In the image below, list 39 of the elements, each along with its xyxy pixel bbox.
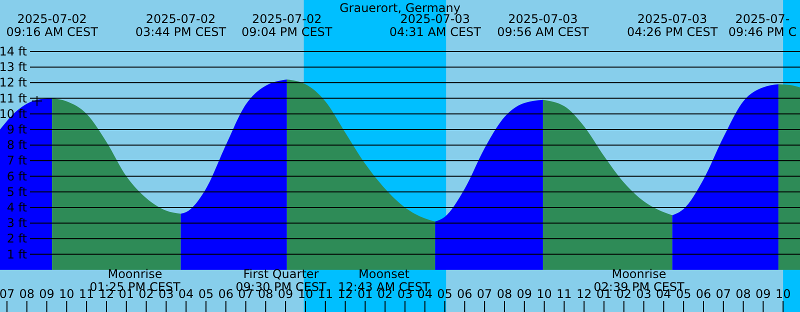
x-tick-label: 11 [556, 287, 572, 301]
x-tick-label: 05 [437, 287, 452, 301]
y-tick-label: 13 ft [0, 60, 28, 74]
y-tick-label: 10 ft [0, 106, 28, 121]
x-tick-label: 07 [476, 287, 492, 301]
x-tick-label: 08 [19, 287, 35, 301]
x-tick-label: 06 [218, 287, 234, 301]
x-tick-label: 10 [536, 287, 552, 301]
y-tick-label: 5 ft [6, 184, 28, 199]
x-tick-label: 05 [198, 287, 214, 301]
y-tick-label: 1 ft [6, 247, 28, 262]
y-tick-label: 2 ft [6, 232, 28, 246]
annotation: 2025-07-02 09:16 AM CEST [6, 12, 99, 39]
x-tick-label: 10 [775, 287, 791, 301]
y-tick-label: 14 ft [0, 44, 28, 58]
y-tick-label: 4 ft [6, 200, 28, 214]
y-tick-label: 3 ft [6, 216, 28, 230]
x-tick-label: 09 [756, 287, 771, 301]
y-tick-label: 11 ft [0, 91, 28, 106]
x-tick-label: 08 [496, 287, 512, 301]
y-tick-label: 9 ft [6, 122, 28, 136]
annotation: 2025-07-03 04:26 PM CEST [626, 12, 718, 39]
x-tick-label: 07 [0, 287, 15, 301]
x-tick-label: 08 [736, 287, 751, 301]
x-tick-label: 12 [576, 287, 592, 301]
x-tick-label: 06 [696, 287, 712, 301]
x-tick-label: 07 [716, 287, 732, 301]
y-tick-label: 8 ft [6, 138, 28, 152]
y-tick-label: 6 ft [6, 169, 28, 184]
chart-title: Grauerort, Germany [339, 1, 461, 15]
annotation: 2025-07-02 03:44 PM CEST [135, 12, 227, 39]
x-tick-label: 04 [178, 287, 194, 301]
x-tick-label: 09 [516, 287, 532, 301]
annotation: 2025-07-03 09:56 AM CEST [497, 12, 590, 39]
x-tick-label: 06 [457, 287, 472, 301]
y-tick-label: 7 ft [6, 154, 28, 168]
x-tick-label: 10 [59, 287, 74, 301]
y-tick-label: 12 ft [0, 76, 28, 90]
x-tick-label: 09 [39, 287, 54, 301]
